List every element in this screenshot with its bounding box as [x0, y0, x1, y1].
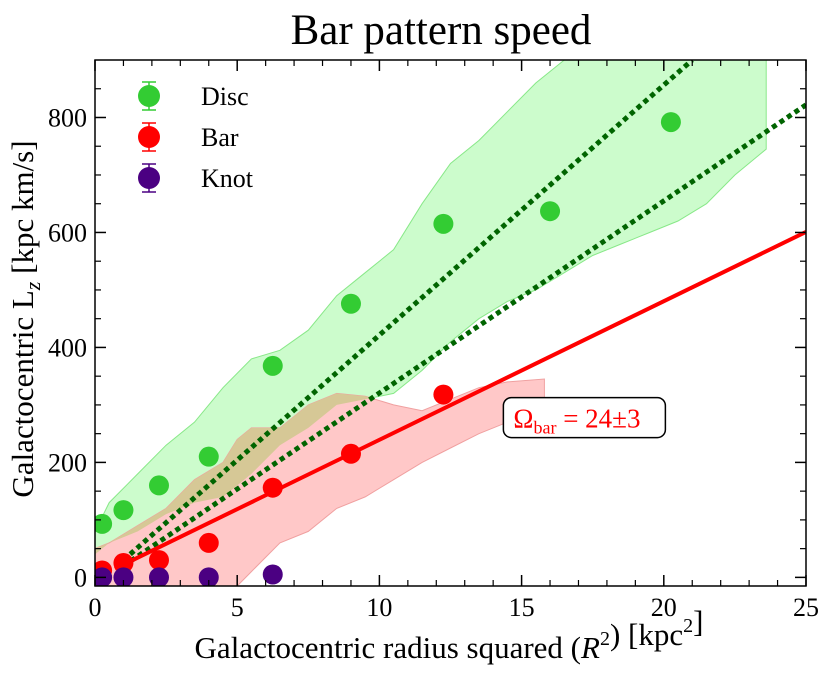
bar-point: [113, 553, 134, 574]
fit-lines: [114, 60, 806, 571]
disc-point: [540, 201, 561, 222]
y-tick-label: 200: [48, 448, 87, 477]
omega-annotation: Ωbar = 24±3: [502, 396, 667, 439]
knot-point: [148, 567, 169, 586]
disc-point: [113, 500, 134, 521]
disc-point: [660, 112, 681, 133]
bar-legend-marker: [138, 126, 160, 148]
overlap-band: [95, 379, 545, 555]
axis-ticks: 0 5 10 15 20 25 0 200 400 600 800: [48, 60, 819, 622]
y-tick-label: 0: [74, 563, 87, 592]
plot-frame: [94, 59, 807, 587]
bar-point: [433, 384, 454, 405]
annotation-text: Ωbar = 24±3: [513, 404, 640, 438]
y-tick-label: 400: [48, 333, 87, 362]
knot-point: [262, 564, 283, 585]
x-tick-label: 20: [651, 593, 677, 622]
x-axis-label: Galactocentric radius squared (R2) [kpc2…: [195, 604, 704, 665]
dotted-line-2: [122, 102, 806, 568]
disc-point: [262, 355, 283, 376]
knot-legend-label: Knot: [201, 164, 254, 193]
x-tick-label: 10: [366, 593, 392, 622]
disc-point: [95, 513, 113, 534]
bar-point: [148, 550, 169, 571]
uncertainty-bands: [95, 60, 767, 586]
disc-legend-marker: [138, 85, 160, 107]
data-points: [95, 112, 681, 586]
dotted-line-1: [121, 60, 694, 563]
disc-point: [148, 475, 169, 496]
knot-legend-marker: [138, 167, 160, 189]
disc-point: [340, 293, 361, 314]
knot-point: [113, 567, 134, 586]
bar-legend-label: Bar: [201, 123, 239, 152]
disc-point: [198, 446, 219, 467]
y-axis-label: Galactocentric Lz [kpc km/s]: [5, 140, 45, 497]
knot-point: [198, 567, 219, 586]
x-tick-label: 25: [793, 593, 819, 622]
x-tick-label: 5: [231, 593, 244, 622]
bar-point: [340, 443, 361, 464]
chart-title: Bar pattern speed: [291, 7, 592, 54]
x-tick-label: 0: [89, 593, 102, 622]
bar-point: [198, 532, 219, 553]
bar-point: [262, 477, 283, 498]
disc-legend-label: Disc: [201, 82, 249, 111]
legend: Disc Bar Knot: [138, 81, 254, 193]
annotation-box: [502, 396, 667, 439]
x-tick-label: 15: [509, 593, 535, 622]
disc-point: [433, 213, 454, 234]
y-tick-label: 800: [48, 103, 87, 132]
y-tick-label: 600: [48, 218, 87, 247]
bar-fit-line: [114, 230, 806, 571]
